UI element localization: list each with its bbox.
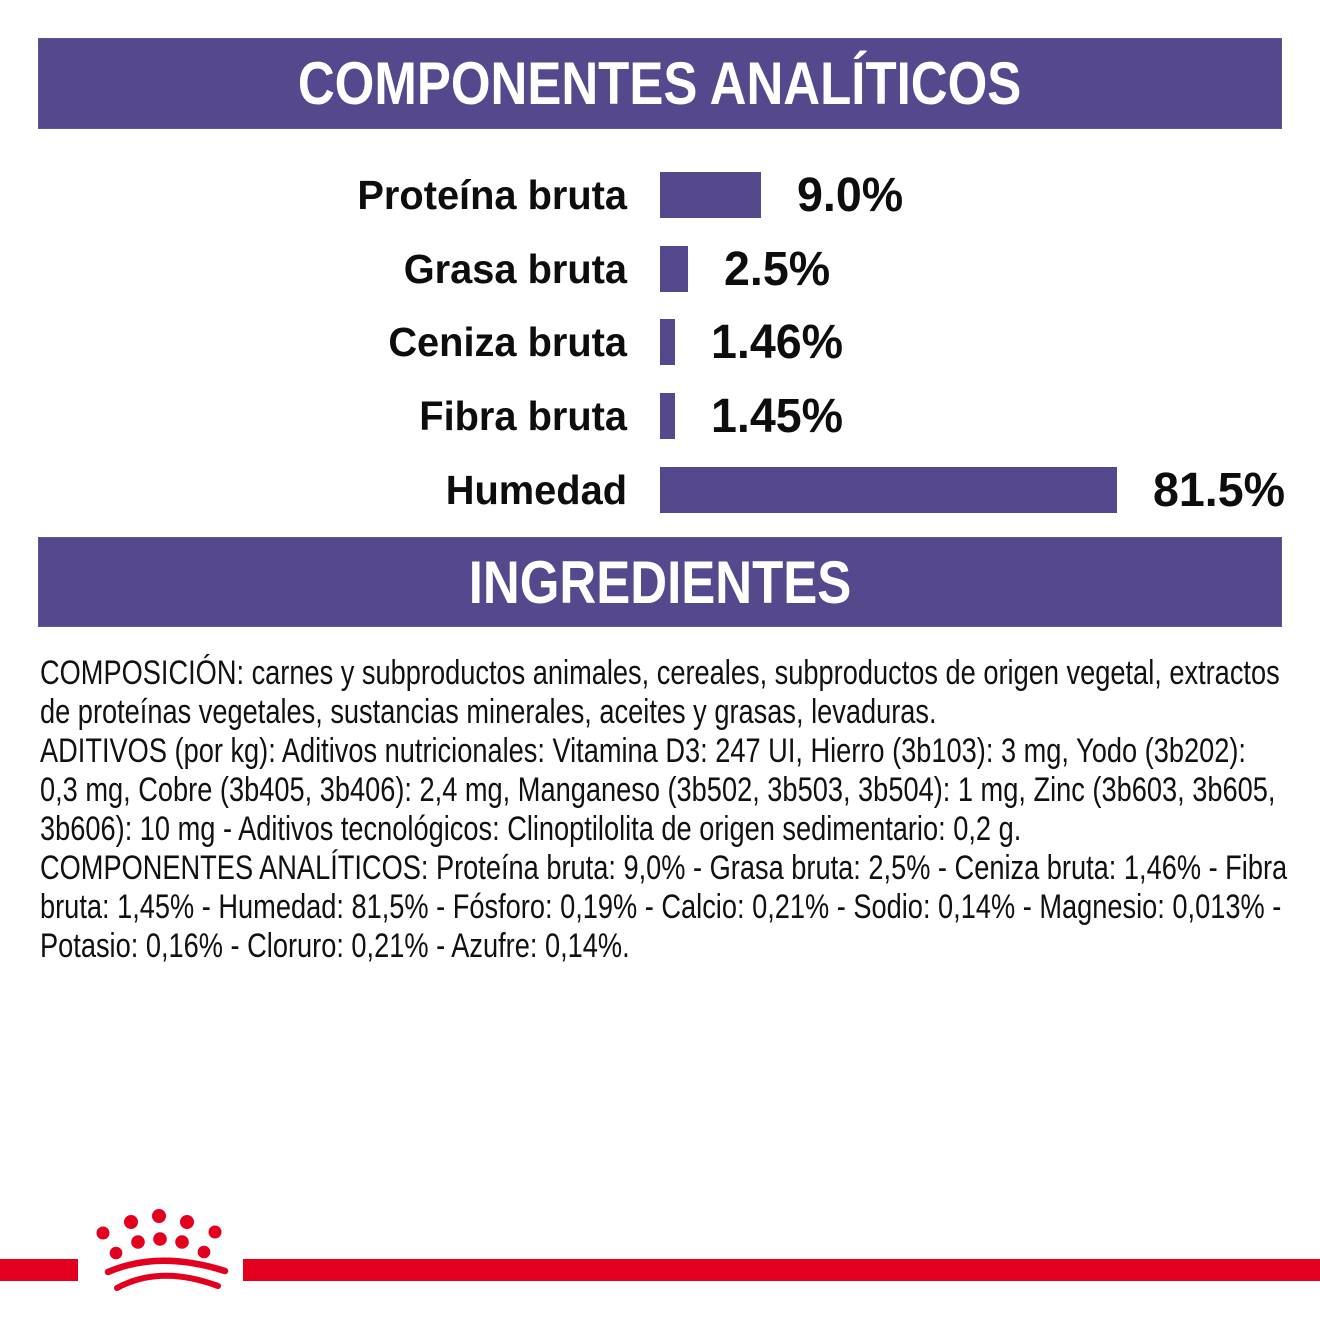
bar-value-label: 1.45%	[711, 390, 844, 443]
bar-value-label: 9.0%	[797, 169, 904, 222]
chart-row-proteina-bruta: Proteína bruta 9.0%	[0, 169, 1320, 222]
bar-category-label: Proteína bruta	[357, 172, 627, 218]
bar-value-label: 2.5%	[724, 243, 831, 296]
ingredients-text-block: COMPOSICIÓN: carnes y subproductos anima…	[40, 654, 1288, 966]
section-title: COMPONENTES ANALÍTICOS	[298, 50, 1022, 117]
chart-row-fibra-bruta: Fibra bruta 1.45%	[0, 390, 1320, 443]
royal-canin-crown-logo	[96, 1209, 229, 1291]
bar-value-label: 81.5%	[1153, 464, 1286, 517]
bar-category-label: Humedad	[445, 467, 627, 513]
chart-row-ceniza-bruta: Ceniza bruta 1.46%	[0, 316, 1320, 369]
bar	[660, 246, 688, 292]
brand-line-right	[243, 1259, 1320, 1281]
bar-category-label: Fibra bruta	[419, 393, 627, 439]
chart-row-humedad: Humedad 81.5%	[0, 464, 1320, 517]
additives-paragraph: ADITIVOS (por kg): Aditivos nutricionale…	[40, 732, 1276, 848]
bar	[660, 467, 1117, 513]
bar-category-label: Ceniza bruta	[388, 319, 627, 365]
brand-line-left	[0, 1259, 78, 1281]
chart-row-grasa-bruta: Grasa bruta 2.5%	[0, 243, 1320, 296]
composition-paragraph: COMPOSICIÓN: carnes y subproductos anima…	[40, 654, 1280, 731]
section-banner-analytical-components: COMPONENTES ANALÍTICOS	[38, 38, 1282, 129]
bar-category-label: Grasa bruta	[403, 246, 627, 292]
bar	[660, 319, 675, 365]
section-banner-ingredients: INGREDIENTES	[38, 537, 1282, 627]
section-title: INGREDIENTES	[468, 548, 852, 616]
bar	[660, 393, 675, 439]
bar-value-label: 1.46%	[711, 316, 844, 369]
analytical-components-paragraph: COMPONENTES ANALÍTICOS: Proteína bruta: …	[40, 849, 1288, 965]
bar	[660, 172, 761, 218]
